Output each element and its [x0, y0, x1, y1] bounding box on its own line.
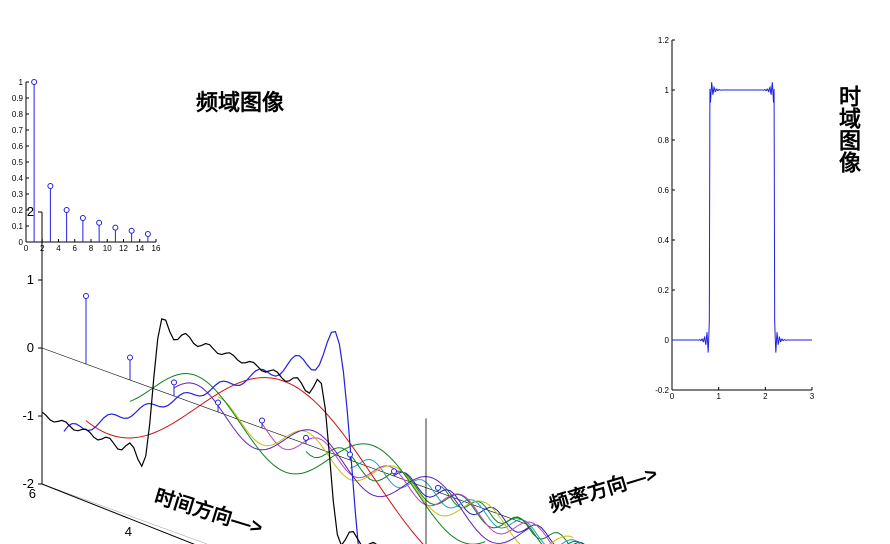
svg-text:0.2: 0.2 [658, 286, 670, 295]
svg-text:-0.2: -0.2 [655, 386, 669, 395]
svg-text:14: 14 [135, 244, 144, 253]
svg-text:1: 1 [19, 78, 24, 87]
svg-text:0.8: 0.8 [658, 136, 670, 145]
svg-text:4: 4 [125, 524, 132, 539]
svg-text:16: 16 [152, 244, 161, 253]
svg-text:0.4: 0.4 [12, 174, 24, 183]
svg-text:0.2: 0.2 [12, 206, 24, 215]
svg-text:2: 2 [27, 204, 34, 219]
svg-text:10: 10 [103, 244, 112, 253]
svg-text:0.6: 0.6 [12, 142, 24, 151]
svg-text:0: 0 [665, 336, 670, 345]
svg-text:1: 1 [665, 86, 670, 95]
svg-text:0.8: 0.8 [12, 110, 24, 119]
label-freq-image: 频域图像 [196, 85, 284, 117]
svg-text:8: 8 [89, 244, 94, 253]
svg-text:0.6: 0.6 [658, 186, 670, 195]
svg-text:0: 0 [24, 244, 29, 253]
svg-text:0: 0 [27, 340, 34, 355]
svg-text:1: 1 [716, 392, 721, 401]
svg-text:4: 4 [56, 244, 61, 253]
svg-text:12: 12 [119, 244, 128, 253]
label-time-image: 时域图像 [832, 85, 864, 173]
svg-text:2: 2 [40, 244, 45, 253]
svg-text:-2: -2 [22, 476, 34, 491]
figure-root: 00.10.20.30.40.50.60.70.80.9102468101214… [0, 0, 890, 544]
svg-text:0.4: 0.4 [658, 236, 670, 245]
plot-svg: 00.10.20.30.40.50.60.70.80.9102468101214… [0, 0, 890, 544]
svg-text:-1: -1 [22, 408, 34, 423]
svg-text:1.2: 1.2 [658, 36, 670, 45]
svg-text:0.3: 0.3 [12, 190, 24, 199]
svg-text:2: 2 [763, 392, 768, 401]
svg-text:6: 6 [73, 244, 78, 253]
svg-text:0.1: 0.1 [12, 222, 24, 231]
svg-text:0.5: 0.5 [12, 158, 24, 167]
svg-text:0.9: 0.9 [12, 94, 24, 103]
svg-text:0: 0 [670, 392, 675, 401]
svg-text:0.7: 0.7 [12, 126, 24, 135]
svg-text:3: 3 [810, 392, 815, 401]
svg-text:1: 1 [27, 272, 34, 287]
